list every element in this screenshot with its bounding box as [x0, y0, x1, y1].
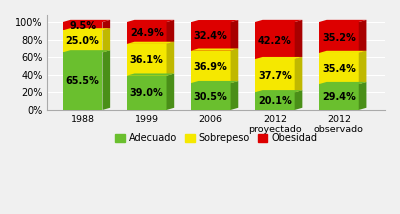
Text: 36.1%: 36.1%	[130, 55, 164, 65]
Text: 39.0%: 39.0%	[130, 88, 164, 98]
Polygon shape	[295, 20, 302, 59]
Polygon shape	[63, 50, 110, 52]
Text: 24.9%: 24.9%	[130, 28, 164, 38]
Polygon shape	[63, 20, 110, 22]
Polygon shape	[191, 20, 238, 22]
Polygon shape	[359, 20, 366, 53]
Polygon shape	[295, 90, 302, 110]
Polygon shape	[230, 81, 238, 110]
Text: 29.4%: 29.4%	[322, 92, 356, 102]
Text: 37.7%: 37.7%	[258, 71, 292, 81]
Text: 65.5%: 65.5%	[66, 76, 100, 86]
Polygon shape	[319, 82, 366, 84]
Polygon shape	[295, 57, 302, 92]
Polygon shape	[230, 49, 238, 83]
Polygon shape	[166, 20, 174, 44]
Polygon shape	[191, 81, 238, 83]
Polygon shape	[359, 51, 366, 84]
Text: 30.5%: 30.5%	[194, 92, 228, 102]
Text: 35.2%: 35.2%	[322, 33, 356, 43]
Text: 32.4%: 32.4%	[194, 31, 228, 42]
Polygon shape	[255, 57, 302, 59]
Text: 25.0%: 25.0%	[66, 36, 100, 46]
Polygon shape	[127, 20, 174, 22]
Polygon shape	[63, 28, 110, 30]
Polygon shape	[127, 42, 174, 44]
Polygon shape	[166, 73, 174, 110]
Polygon shape	[319, 51, 366, 53]
Text: 9.5%: 9.5%	[69, 21, 96, 31]
Polygon shape	[166, 42, 174, 76]
Polygon shape	[255, 20, 302, 22]
Text: 42.2%: 42.2%	[258, 36, 292, 46]
Polygon shape	[191, 49, 238, 51]
Text: 36.9%: 36.9%	[194, 62, 228, 72]
Polygon shape	[319, 20, 366, 22]
Polygon shape	[255, 90, 302, 92]
Polygon shape	[359, 82, 366, 110]
Text: 20.1%: 20.1%	[258, 96, 292, 106]
Polygon shape	[102, 28, 110, 52]
Text: 35.4%: 35.4%	[322, 64, 356, 74]
Polygon shape	[102, 20, 110, 30]
Polygon shape	[230, 20, 238, 51]
Polygon shape	[127, 73, 174, 76]
Legend: Adecuado, Sobrepeso, Obesidad: Adecuado, Sobrepeso, Obesidad	[111, 129, 321, 147]
Polygon shape	[102, 50, 110, 110]
